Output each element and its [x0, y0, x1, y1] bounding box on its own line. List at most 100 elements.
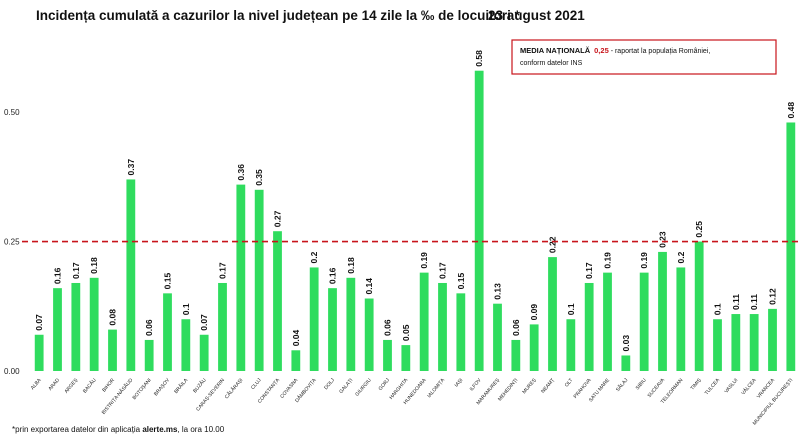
bar [694, 241, 704, 371]
category-label: VASLUI [724, 377, 740, 394]
bar [713, 319, 722, 371]
value-label: 0.11 [731, 294, 741, 310]
value-label: 0.05 [401, 324, 411, 341]
bar [291, 350, 301, 371]
bar [346, 277, 356, 371]
category-label: BRĂILA [173, 376, 190, 395]
bar [639, 272, 649, 371]
value-label: 0.19 [639, 252, 649, 269]
category-label: DOLJ [323, 377, 336, 391]
value-label: 0.25 [694, 221, 704, 238]
bar [53, 288, 62, 371]
bar [621, 355, 631, 371]
bar [309, 267, 319, 371]
national-average-line1: MEDIA NAȚIONALĂ 0,25 - raportat la popula… [520, 46, 710, 55]
y-tick-label: 0.00 [4, 367, 20, 376]
chart-date: 23 august 2021 [488, 8, 585, 23]
bar [456, 293, 466, 371]
value-label: 0.23 [658, 231, 668, 248]
bar [126, 179, 136, 371]
bar [493, 303, 502, 371]
value-label: 0.12 [768, 288, 778, 305]
bar [328, 288, 337, 371]
y-tick-label: 0.25 [4, 238, 20, 247]
bar [749, 314, 759, 371]
footnote-app-name: alerte.ms [142, 425, 178, 434]
category-label: GORJ [378, 377, 392, 392]
category-labels: ALBA ARAD ARGEȘ BACĂU BIHORBISTRIȚA-NĂSĂUDBO… [30, 376, 794, 426]
footnote: *prin exportarea datelor din aplicația a… [12, 425, 225, 434]
bar [108, 329, 117, 371]
bar [383, 339, 392, 371]
value-label: 0.19 [603, 252, 613, 269]
value-label: 0.14 [364, 278, 374, 295]
value-label: 0.1 [566, 303, 576, 315]
bar [218, 282, 227, 371]
value-label: 0.06 [511, 319, 521, 336]
category-label: CLUJ [250, 377, 263, 391]
category-label: MUNICIPIUL BUCUREȘTI [752, 377, 795, 426]
value-label: 0.17 [438, 262, 448, 279]
bar [273, 231, 282, 371]
value-label: 0.35 [254, 169, 264, 186]
category-label: BUZĂU [191, 376, 208, 394]
bar [438, 282, 447, 371]
bar [144, 339, 154, 371]
bar [511, 339, 521, 371]
value-label: 0.06 [383, 319, 393, 336]
bar [474, 70, 484, 372]
value-label: 0.07 [199, 314, 209, 331]
value-label: 0.18 [89, 257, 99, 274]
category-label: BACĂU [81, 376, 98, 394]
national-average-box-frame [511, 39, 777, 75]
national-average-desc: - raportat la populația României, [609, 48, 711, 55]
value-label: 0.19 [419, 252, 429, 269]
y-tick-label: 0.50 [4, 108, 20, 117]
value-label: 0.2 [676, 251, 686, 263]
category-label: SIBIU [635, 377, 648, 391]
national-average-label: MEDIA NAȚIONALĂ [520, 46, 591, 55]
bar [786, 122, 796, 371]
bar [236, 184, 246, 371]
category-label: BOTOȘANI [132, 377, 153, 401]
category-label: ARGEȘ [64, 377, 80, 395]
category-label: GALAȚI [338, 377, 354, 394]
category-label: CĂLĂRAȘI [223, 377, 244, 400]
national-average-value: 0,25 [594, 46, 609, 55]
bar [676, 267, 686, 371]
category-label: SĂLAJ [614, 376, 630, 393]
category-label: OLT [564, 377, 575, 388]
category-label: IAȘI [454, 377, 465, 388]
value-label: 0.11 [749, 294, 759, 310]
value-labels: 0.07 0.16 0.17 0.18 0.08 0.37 0.06 0.15 0.1 0.07 0… [34, 50, 796, 352]
category-label: ILFOV [469, 377, 483, 392]
bar [254, 189, 264, 371]
value-label: 0.27 [273, 210, 283, 227]
value-label: 0.07 [34, 314, 44, 331]
category-label: ALBA [30, 377, 43, 391]
bar [71, 282, 81, 371]
category-label: NEAMȚ [540, 377, 556, 394]
value-label: 0.58 [474, 50, 484, 67]
bar [566, 319, 576, 371]
y-axis: 0.00 0.25 0.50 [4, 108, 20, 376]
value-label: 0.36 [236, 164, 246, 181]
bar [658, 251, 667, 371]
value-label: 0.22 [548, 236, 558, 253]
bar [181, 319, 191, 371]
value-label: 0.17 [218, 262, 228, 279]
bar [768, 308, 777, 371]
national-average-line2: conform datelor INS [520, 60, 583, 67]
category-label: IALOMIȚA [426, 377, 446, 399]
bar [401, 345, 411, 371]
bar [584, 282, 594, 371]
value-label: 0.08 [108, 309, 118, 326]
bar [199, 334, 209, 371]
bar [731, 314, 741, 371]
value-label: 0.03 [621, 335, 631, 352]
bar [364, 298, 374, 371]
chart-title: Incidența cumulată a cazurilor la nivel … [36, 8, 521, 23]
category-label: ARAD [47, 377, 61, 392]
value-label: 0.06 [144, 319, 154, 336]
bar [163, 293, 172, 371]
